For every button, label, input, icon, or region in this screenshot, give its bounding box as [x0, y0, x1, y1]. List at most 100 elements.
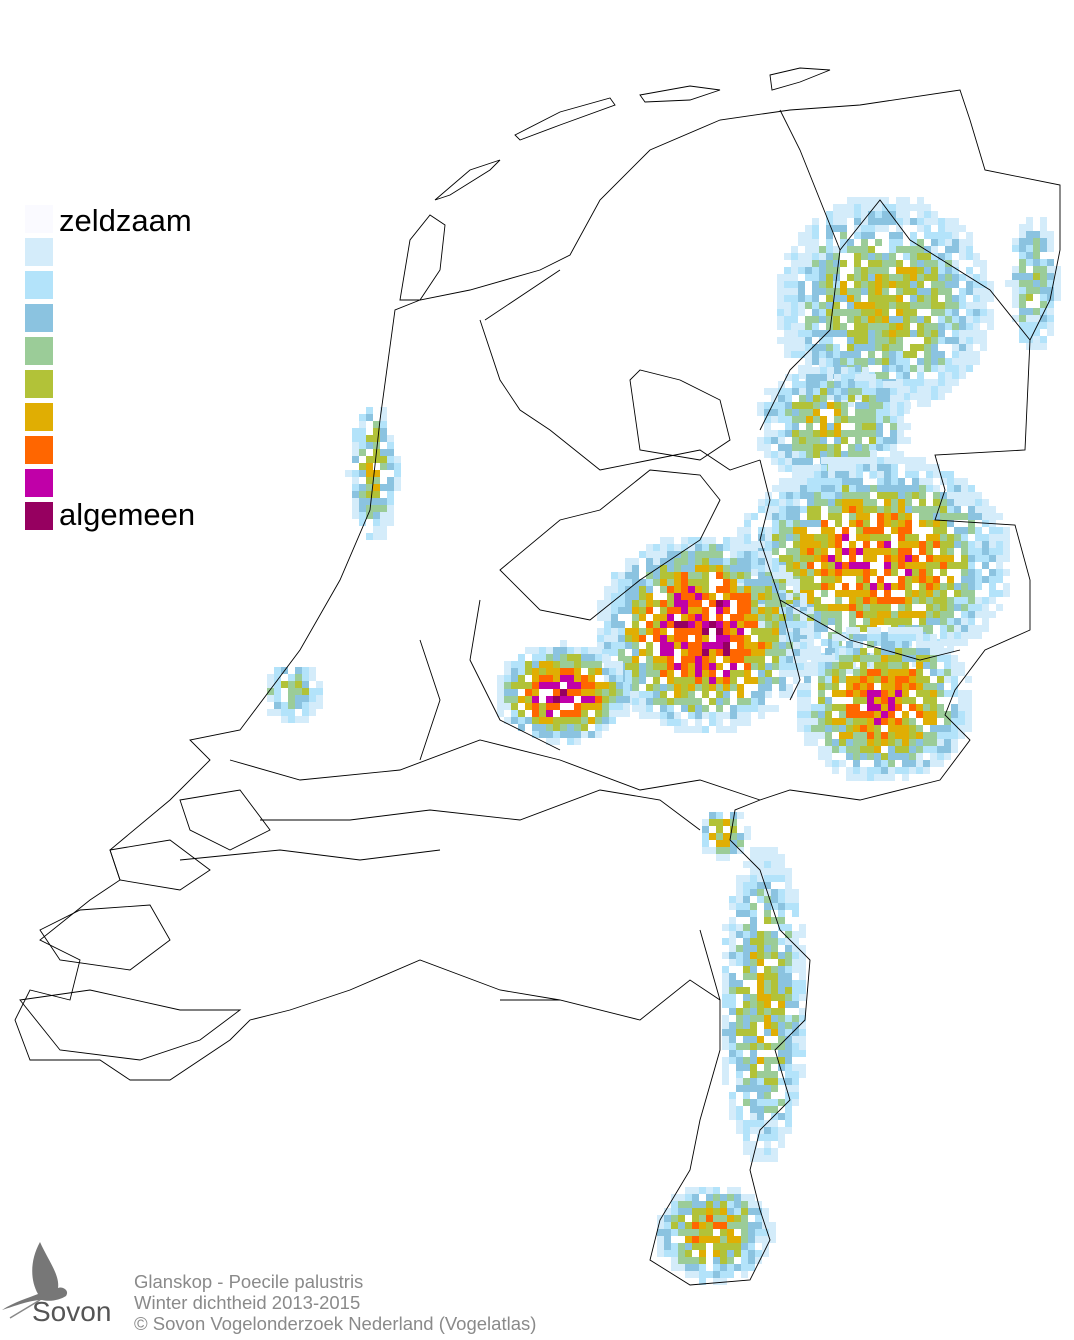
density-cell: [814, 471, 821, 478]
density-cell: [685, 1208, 692, 1215]
density-cell: [828, 562, 835, 569]
density-cell: [952, 309, 959, 316]
density-cell: [757, 402, 764, 409]
density-cell: [798, 309, 805, 316]
density-cell: [373, 456, 380, 463]
density-cell: [1003, 527, 1010, 534]
density-cell: [302, 681, 309, 688]
density-cell: [723, 677, 730, 684]
density-cell: [359, 463, 366, 470]
density-cell: [560, 689, 567, 696]
density-cell: [779, 555, 786, 562]
density-cell: [618, 579, 625, 586]
density-cell: [814, 499, 821, 506]
density-cell: [861, 344, 868, 351]
density-cell: [743, 924, 750, 931]
density-cell: [685, 1264, 692, 1271]
density-cell: [785, 374, 792, 381]
density-cell: [674, 593, 681, 600]
density-cell: [758, 593, 765, 600]
density-cell: [729, 1057, 736, 1064]
density-cell: [917, 288, 924, 295]
density-cell: [798, 253, 805, 260]
density-cell: [688, 579, 695, 586]
density-cell: [1012, 280, 1019, 287]
density-cell: [785, 1113, 792, 1120]
density-cell: [874, 753, 881, 760]
density-cell: [793, 562, 800, 569]
density-cell: [828, 541, 835, 548]
density-cell: [846, 767, 853, 774]
density-cell: [827, 381, 834, 388]
density-cell: [1026, 231, 1033, 238]
density-cell: [821, 520, 828, 527]
density-cell: [965, 690, 972, 697]
density-cell: [874, 718, 881, 725]
density-cell: [800, 583, 807, 590]
legend-swatch-10: [25, 502, 53, 530]
density-cell: [856, 611, 863, 618]
density-cell: [504, 682, 511, 689]
density-cell: [868, 358, 875, 365]
density-cell: [952, 323, 959, 330]
density-cell: [1026, 329, 1033, 336]
density-cell: [839, 634, 846, 641]
density-cell: [771, 1008, 778, 1015]
density-cell: [798, 330, 805, 337]
density-cell: [616, 668, 623, 675]
density-cell: [938, 323, 945, 330]
density-cell: [722, 1078, 729, 1085]
density-cell: [870, 597, 877, 604]
density-cell: [758, 579, 765, 586]
density-cell: [839, 655, 846, 662]
density-cell: [352, 442, 359, 449]
density-cell: [799, 1050, 806, 1057]
density-cell: [380, 428, 387, 435]
density-cell: [881, 732, 888, 739]
density-cell: [827, 451, 834, 458]
density-cell: [903, 204, 910, 211]
density-cell: [785, 395, 792, 402]
density-cell: [793, 649, 800, 656]
density-cell: [861, 253, 868, 260]
density-cell: [772, 663, 779, 670]
density-cell: [877, 597, 884, 604]
density-cell: [945, 232, 952, 239]
density-cell: [800, 478, 807, 485]
density-cell: [646, 558, 653, 565]
density-cell: [743, 1141, 750, 1148]
density-cell: [883, 402, 890, 409]
density-cell: [828, 527, 835, 534]
density-cell: [720, 1271, 727, 1278]
density-cell: [806, 451, 813, 458]
density-cell: [667, 705, 674, 712]
density-cell: [938, 274, 945, 281]
density-cell: [750, 868, 757, 875]
density-cell: [860, 634, 867, 641]
density-cell: [996, 562, 1003, 569]
density-cell: [812, 232, 819, 239]
density-cell: [692, 1243, 699, 1250]
density-cell: [818, 669, 825, 676]
density-cell: [961, 541, 968, 548]
density-cell: [933, 506, 940, 513]
density-cell: [889, 358, 896, 365]
density-cell: [944, 739, 951, 746]
density-cell: [954, 506, 961, 513]
density-cell: [632, 691, 639, 698]
density-cell: [973, 281, 980, 288]
density-cell: [863, 499, 870, 506]
density-cell: [841, 367, 848, 374]
density-cell: [625, 579, 632, 586]
density-cell: [813, 381, 820, 388]
density-cell: [828, 604, 835, 611]
density-cell: [793, 614, 800, 621]
density-cell: [730, 614, 737, 621]
density-cell: [938, 316, 945, 323]
density-cell: [853, 683, 860, 690]
density-cell: [814, 464, 821, 471]
density-cell: [855, 416, 862, 423]
density-cell: [868, 225, 875, 232]
density-cell: [674, 621, 681, 628]
density-cell: [910, 232, 917, 239]
